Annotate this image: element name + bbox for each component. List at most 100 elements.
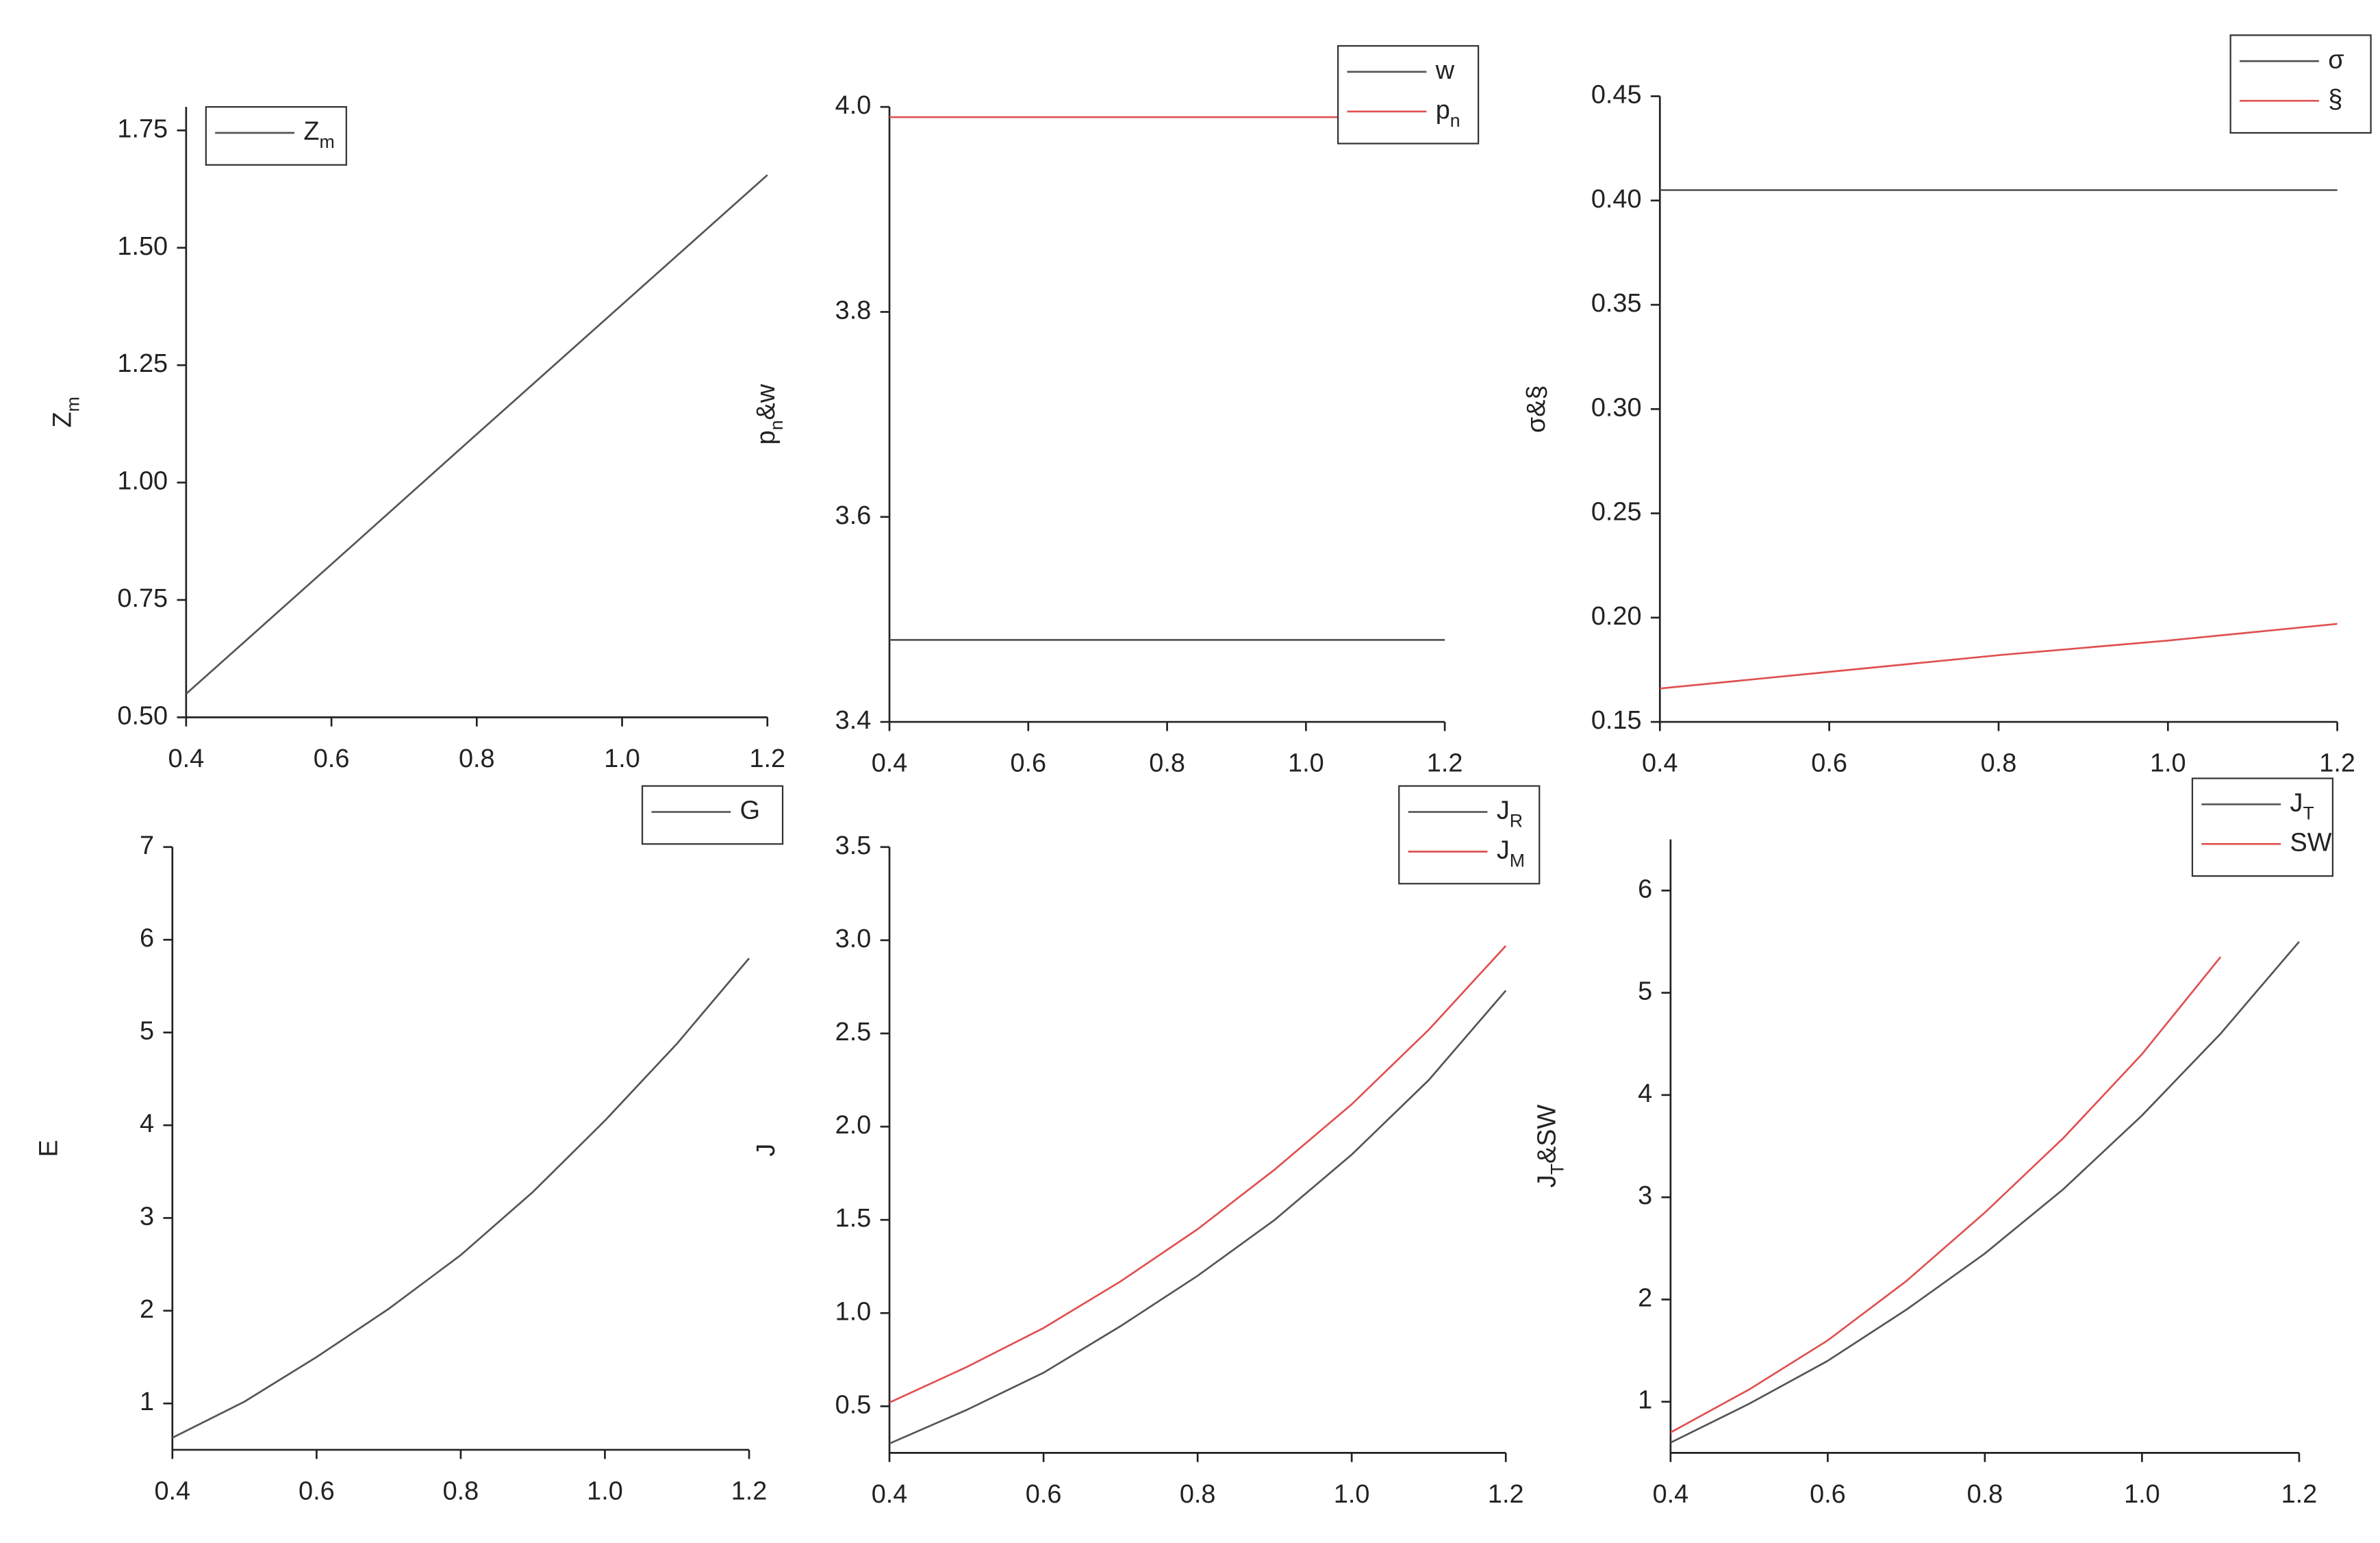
- x-tick-label: 1.0: [604, 744, 640, 773]
- text-part: p: [1436, 96, 1450, 125]
- legend-label: Zm: [303, 117, 334, 152]
- legend-label: w: [1435, 56, 1455, 85]
- y-tick-label: 5: [1638, 977, 1652, 1006]
- x-tick-label: 0.8: [1149, 749, 1185, 777]
- chart-panel: 0.4 0.6 0.8 1.0 1.2 0.15 0.20 0.25 0.30 0.35 0.40 0…: [1522, 34, 2372, 777]
- subscript: m: [63, 397, 84, 412]
- y-tick-label: 4.0: [835, 91, 872, 120]
- legend-label: JM: [1497, 836, 1525, 870]
- x-tick-label: 1.2: [1427, 749, 1463, 777]
- y-tick-label: 3.8: [835, 296, 872, 325]
- x-tick-label: 0.4: [1642, 749, 1678, 777]
- y-tick-label: 2.5: [835, 1018, 872, 1046]
- y-tick-label: 3: [140, 1202, 154, 1231]
- legend-label: SW: [2290, 828, 2332, 857]
- x-tick-label: 0.6: [1810, 1480, 1846, 1509]
- axes: [185, 107, 768, 718]
- y-tick-label: 1.5: [835, 1204, 872, 1233]
- x-tick-label: 1.0: [2124, 1480, 2160, 1509]
- legend-label: pn: [1436, 96, 1460, 131]
- y-tick-label: 1.00: [117, 467, 168, 496]
- x-tick-label: 0.8: [443, 1477, 479, 1505]
- x-tick-label: 1.0: [1288, 749, 1324, 777]
- text-part: Z: [49, 412, 77, 427]
- y-tick-label: 4: [1638, 1079, 1652, 1108]
- axes: [1669, 839, 2299, 1454]
- y-tick-label: 1.25: [117, 349, 168, 378]
- x-tick-label: 0.4: [1653, 1480, 1689, 1509]
- axes: [888, 107, 1445, 723]
- x-tick-label: 1.0: [1334, 1480, 1370, 1509]
- text-part: §: [2328, 85, 2342, 114]
- y-tick-label: 3: [1638, 1181, 1652, 1210]
- y-tick-label: 3.6: [835, 501, 872, 530]
- y-tick-label: 2: [1638, 1283, 1652, 1312]
- y-axis-label: JT&SW: [1533, 1105, 1568, 1188]
- legend-label: JR: [1497, 796, 1523, 831]
- x-tick-label: 0.8: [459, 744, 495, 773]
- y-tick-label: 0.50: [117, 701, 168, 730]
- subscript: T: [1547, 1164, 1568, 1175]
- y-tick-label: 1: [1638, 1386, 1652, 1415]
- y-tick-label: 2.0: [835, 1111, 872, 1140]
- text-part: J: [2290, 788, 2303, 817]
- x-tick-label: 1.2: [749, 744, 785, 773]
- y-axis-label: Zm: [49, 397, 84, 427]
- text-part: J: [752, 1144, 781, 1157]
- subscript: n: [766, 420, 787, 430]
- legend-box: [2229, 34, 2372, 134]
- legend-box: [641, 785, 784, 845]
- text-part: J: [1497, 836, 1510, 864]
- series-line: [1670, 941, 2300, 1444]
- y-tick-label: 0.25: [1591, 498, 1642, 527]
- series-line: [1670, 956, 2222, 1433]
- y-axis-label: E: [35, 1140, 64, 1157]
- text-part: p: [752, 430, 781, 444]
- series-line: [1660, 623, 2338, 690]
- axes: [171, 846, 750, 1451]
- subscript: m: [320, 131, 335, 152]
- legend-label: G: [740, 796, 760, 825]
- text-part: w: [1435, 56, 1455, 85]
- text-part: SW: [2290, 828, 2332, 857]
- axes: [888, 846, 1506, 1454]
- subscript: R: [1510, 811, 1523, 831]
- text-part: σ: [2328, 45, 2344, 74]
- y-axis-label: pn&w: [752, 384, 787, 444]
- x-tick-label: 0.6: [1811, 749, 1847, 777]
- x-tick-label: 0.4: [872, 749, 908, 777]
- y-tick-label: 1.0: [835, 1297, 872, 1326]
- x-tick-label: 0.6: [1026, 1480, 1062, 1509]
- legend-box: [205, 106, 347, 166]
- text-part: σ&§: [1522, 385, 1551, 433]
- x-tick-label: 1.2: [2319, 749, 2355, 777]
- y-tick-label: 1: [140, 1388, 154, 1416]
- text-part: Z: [303, 117, 319, 146]
- y-tick-label: 0.15: [1591, 706, 1642, 735]
- y-tick-label: 5: [140, 1017, 154, 1046]
- chart-panel: 0.4 0.6 0.8 1.0 1.20.51.01.52.02.53.03.5JJRJ…: [752, 785, 1541, 1509]
- subscript: n: [1450, 110, 1460, 131]
- y-tick-label: 0.35: [1591, 289, 1642, 318]
- y-tick-label: 6: [140, 924, 154, 953]
- text-part: J: [1497, 796, 1510, 825]
- y-tick-label: 3.5: [835, 831, 872, 860]
- legend-box: [1398, 785, 1541, 885]
- series-line: [889, 945, 1507, 1404]
- text-part: &w: [752, 384, 781, 420]
- x-tick-label: 0.4: [168, 744, 205, 773]
- y-tick-label: 0.30: [1591, 393, 1642, 422]
- text-part: J: [1533, 1175, 1562, 1188]
- y-tick-label: 0.75: [117, 584, 168, 613]
- y-tick-label: 4: [140, 1109, 154, 1138]
- legend-label: σ: [2328, 45, 2344, 74]
- y-tick-label: 0.45: [1591, 81, 1642, 110]
- text-part: G: [740, 796, 760, 825]
- x-tick-label: 0.4: [154, 1477, 190, 1505]
- x-tick-label: 1.0: [2150, 749, 2186, 777]
- y-axis-label: J: [752, 1144, 781, 1157]
